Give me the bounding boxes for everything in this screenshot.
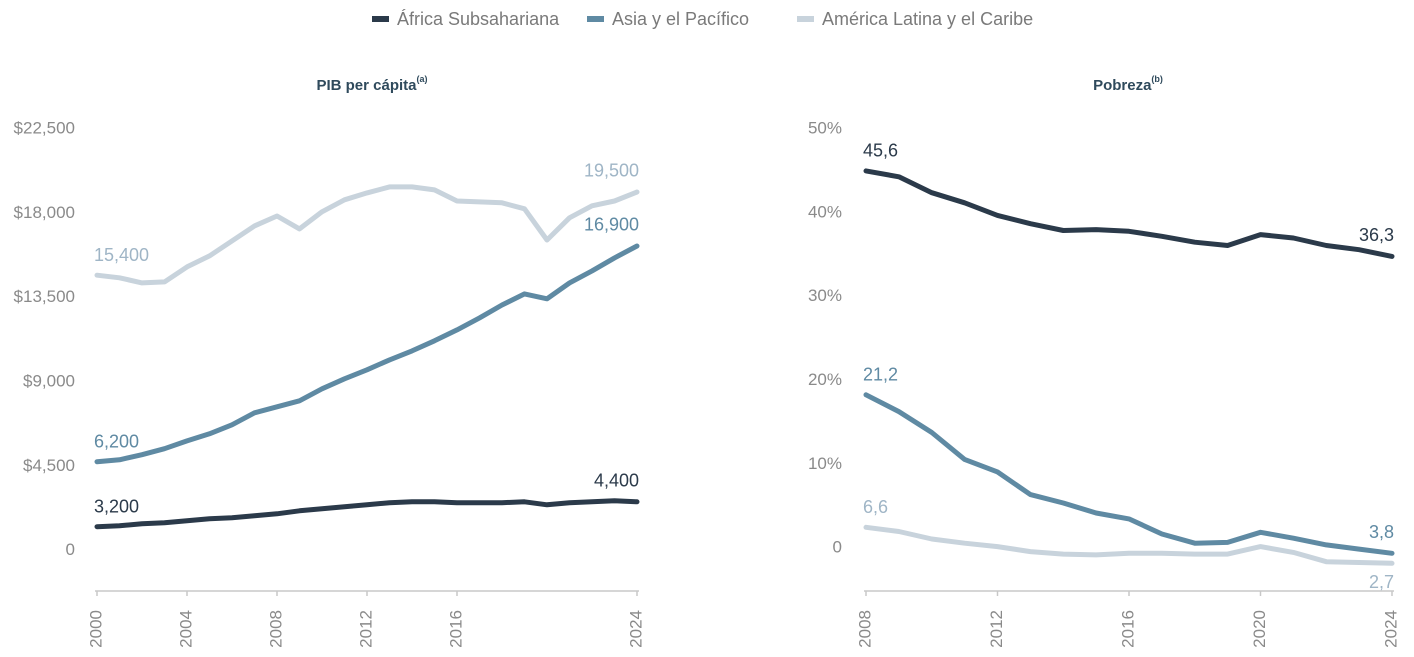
series-line: [863, 524, 1395, 566]
y-tick-label: $4,500: [23, 456, 75, 475]
y-tick-label: $13,500: [14, 287, 75, 306]
series-line: [863, 168, 1395, 259]
legend-swatch: [372, 16, 389, 22]
end-label: 36,3: [1359, 225, 1394, 245]
y-tick-label: 40%: [808, 202, 842, 221]
y-tick-label: 20%: [808, 370, 842, 389]
start-label: 45,6: [863, 141, 898, 161]
series-line: [94, 184, 640, 286]
x-tick-label: 2012: [356, 610, 375, 648]
y-tick-label: $9,000: [23, 372, 75, 391]
x-tick-label: 2020: [1250, 610, 1269, 648]
x-tick-label: 2008: [266, 610, 285, 648]
end-label: 19,500: [584, 161, 639, 181]
series-line: [94, 243, 640, 465]
chart-title-text: PIB per cápita: [316, 77, 417, 94]
legend-swatch: [797, 16, 814, 22]
chart-title-text: Pobreza: [1093, 77, 1152, 94]
x-tick-label: 2024: [626, 610, 645, 648]
end-label: 3,8: [1369, 522, 1394, 542]
y-tick-label: $18,000: [14, 203, 75, 222]
x-tick-label: 2004: [176, 610, 195, 648]
start-label: 21,2: [863, 365, 898, 385]
x-tick-label: 2024: [1381, 610, 1400, 648]
y-tick-label: 50%: [808, 118, 842, 137]
chart-title-note: (a): [417, 74, 428, 84]
chart-title: PIB per cápita(a): [316, 74, 427, 94]
start-label: 15,400: [94, 245, 149, 265]
series-line: [94, 498, 640, 530]
legend-swatch: [587, 16, 604, 22]
end-label: 4,400: [594, 471, 639, 491]
y-tick-label: 30%: [808, 286, 842, 305]
x-tick-label: 2008: [855, 610, 874, 648]
chart-title-note: (b): [1151, 74, 1163, 84]
y-tick-label: $22,500: [14, 118, 75, 137]
start-label: 3,200: [94, 496, 139, 516]
legend-label: América Latina y el Caribe: [822, 9, 1033, 29]
y-tick-label: 0: [66, 540, 75, 559]
chart-title: Pobreza(b): [1093, 74, 1163, 94]
y-tick-label: 0: [833, 538, 842, 557]
end-label: 16,900: [584, 215, 639, 235]
y-tick-label: 10%: [808, 454, 842, 473]
x-tick-label: 2016: [446, 610, 465, 648]
start-label: 6,200: [94, 431, 139, 451]
series-line: [863, 392, 1395, 556]
x-tick-label: 2016: [1118, 610, 1137, 648]
x-tick-label: 2000: [86, 610, 105, 648]
legend-label: Asia y el Pacífico: [612, 9, 749, 29]
start-label: 6,6: [863, 497, 888, 517]
legend-label: África Subsahariana: [397, 9, 560, 29]
end-label: 2,7: [1369, 572, 1394, 592]
x-tick-label: 2012: [987, 610, 1006, 648]
